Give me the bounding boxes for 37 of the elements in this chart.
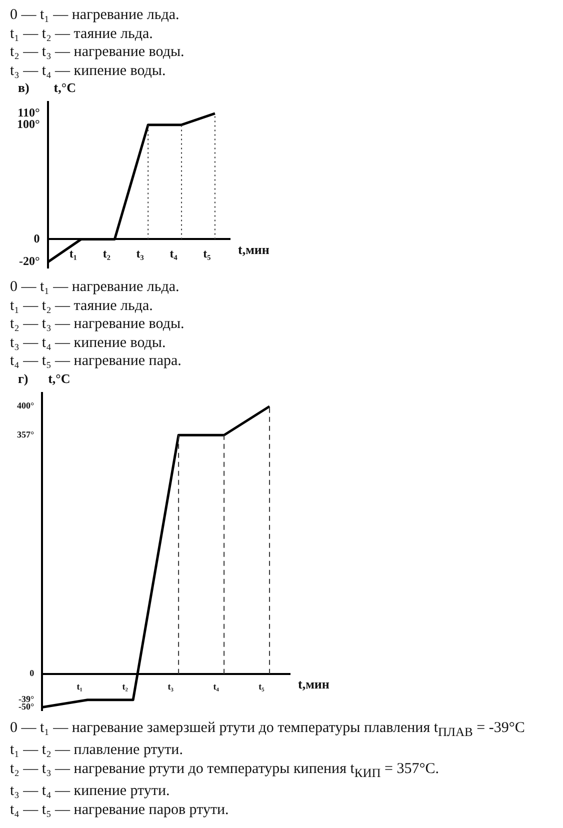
y-tick-label: -20° xyxy=(19,254,40,268)
y-axis-title: t,°C xyxy=(54,80,76,95)
text: t₂ — t₃ — нагревание ртути до температуры кипения t$_{КИП}$ = 357°C. xyxy=(10,760,440,782)
x-tick-label: t₅ xyxy=(203,246,212,261)
text: 0 — t₁ — нагревание льда. xyxy=(10,278,180,296)
y-tick-label: -50° xyxy=(18,701,34,712)
text: t₁ — t₂ — плавление ртути. xyxy=(10,741,184,760)
text: t₂ — t₃ — нагревание воды. xyxy=(10,43,186,62)
x-tick-label: t₃ xyxy=(168,681,174,692)
y-axis-title: t,°C xyxy=(48,370,70,386)
x-tick-label: t₁ xyxy=(69,246,78,261)
x-tick-label: t₂ xyxy=(122,681,128,692)
text: t₃ — t₄ — кипение ртути. xyxy=(10,782,171,800)
x-tick-label: t₃ xyxy=(136,246,144,261)
text: t₄ — t₅ — нагревание пара. xyxy=(10,352,182,370)
x-tick-label: t₄ xyxy=(213,681,220,692)
text: 0 — t₁ — нагревание льда. xyxy=(10,6,180,24)
text: t₄ — t₅ — нагревание паров ртути. xyxy=(10,800,230,819)
x-axis-title: t,мин xyxy=(238,242,270,258)
text: t₂ — t₃ — нагревание воды. xyxy=(10,315,186,334)
y-tick-label: 400° xyxy=(16,400,34,410)
text: t₃ — t₄ — кипение воды. xyxy=(10,334,167,352)
y-tick-label: 357° xyxy=(16,428,34,439)
text: t₃ — t₄ — кипение воды. xyxy=(10,62,167,80)
x-axis-title: t,мин xyxy=(298,676,330,692)
chart-title: в) xyxy=(18,80,30,96)
chart-title: г) xyxy=(18,370,28,386)
text: t₁ — t₂ — таяние льда. xyxy=(10,296,154,315)
text: 0 — t₁ — нагревание замерзшей ртути до температуры плавления t$_{ПЛАВ}$ = -39°C xyxy=(10,718,526,740)
x-tick-label: t₁ xyxy=(76,681,83,692)
y-tick-label: -39° xyxy=(18,694,34,704)
text: t₁ — t₂ — таяние льда. xyxy=(10,24,154,43)
y-tick-label: 0 xyxy=(30,668,35,678)
x-tick-label: t₅ xyxy=(258,681,265,692)
x-tick-label: t₄ xyxy=(170,246,178,261)
y-tick-label: 0 xyxy=(34,231,40,246)
x-tick-label: t₂ xyxy=(102,246,111,261)
